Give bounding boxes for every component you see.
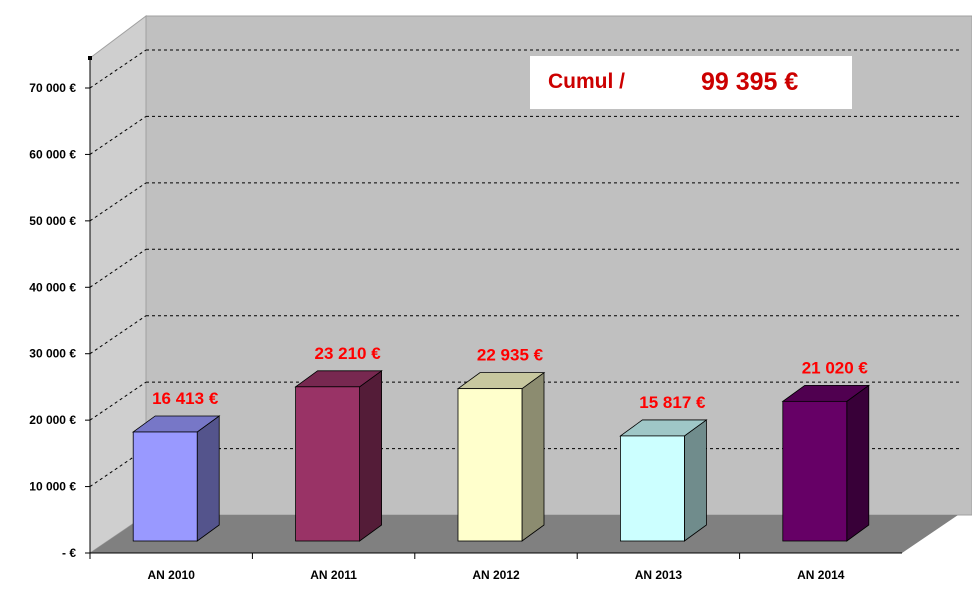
cumulative-total-box: Cumul / 99 395 € xyxy=(530,56,852,109)
bar-side xyxy=(846,384,870,542)
bar-3 xyxy=(456,371,546,542)
data-label: 16 413 € xyxy=(152,389,219,408)
y-axis-end-marker xyxy=(88,56,92,60)
cumulative-value: 99 395 € xyxy=(701,68,799,96)
y-tick-label: - € xyxy=(62,546,76,560)
x-category-label: AN 2013 xyxy=(635,568,683,582)
gridline-side-60000 xyxy=(89,116,147,155)
y-tick-label: 30 000 € xyxy=(29,347,76,361)
bar-side xyxy=(359,370,383,542)
bar-side xyxy=(196,415,220,542)
bar-1 xyxy=(131,415,221,542)
y-tick-label: 50 000 € xyxy=(29,214,76,228)
bar-front xyxy=(132,431,198,542)
bar-2 xyxy=(294,370,383,542)
bar-5 xyxy=(781,384,871,542)
gridline-side-30000 xyxy=(89,315,147,355)
data-label: 21 020 € xyxy=(802,358,869,377)
gridline-side-20000 xyxy=(89,381,147,421)
bar-4 xyxy=(619,419,708,542)
data-label: 22 935 € xyxy=(477,346,544,365)
bar-side xyxy=(684,419,707,542)
y-tick-label: 40 000 € xyxy=(29,280,76,294)
x-category-label: AN 2012 xyxy=(472,568,520,582)
data-label: 15 817 € xyxy=(639,393,706,412)
gridline-side-40000 xyxy=(89,248,147,288)
x-category-label: AN 2014 xyxy=(797,568,845,582)
bar-front xyxy=(457,388,523,542)
x-category-label: AN 2010 xyxy=(148,568,196,582)
y-tick-label: 10 000 € xyxy=(29,480,76,494)
bar-front xyxy=(782,400,848,542)
x-category-label: AN 2011 xyxy=(310,568,357,582)
cumulative-label: Cumul / xyxy=(548,70,625,93)
data-label: 23 210 € xyxy=(315,344,382,363)
y-tick-label: 60 000 € xyxy=(29,147,76,161)
y-tick-label: 20 000 € xyxy=(29,413,76,427)
gridline-side-50000 xyxy=(89,182,147,222)
y-tick-label: 70 000 € xyxy=(29,81,76,95)
bar-front xyxy=(620,435,685,542)
bar-front xyxy=(295,386,361,542)
bar-side xyxy=(521,371,545,542)
gridline-side-70000 xyxy=(89,49,147,89)
